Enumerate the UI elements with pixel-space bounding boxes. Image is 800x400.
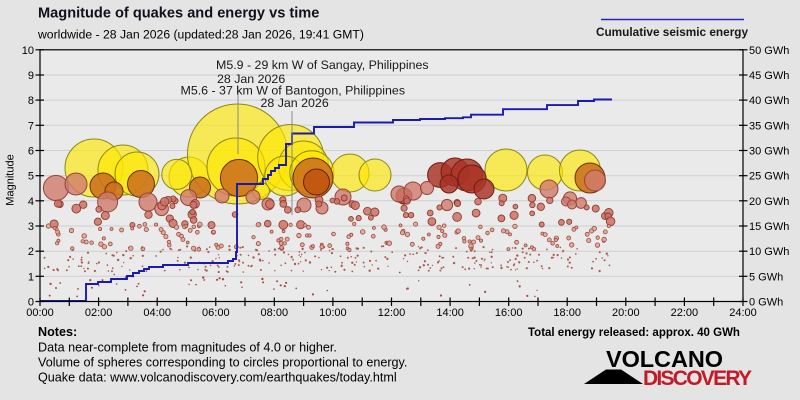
svg-text:02:00: 02:00: [85, 307, 113, 319]
svg-text:22:00: 22:00: [671, 307, 699, 319]
svg-text:35 GWh: 35 GWh: [749, 120, 789, 132]
svg-text:6: 6: [28, 146, 34, 158]
svg-text:06:00: 06:00: [202, 307, 230, 319]
svg-text:M5.6 - 37 km W of Bantogon, Ph: M5.6 - 37 km W of Bantogon, Philippines: [181, 84, 406, 98]
svg-text:7: 7: [28, 120, 34, 132]
svg-text:10 GWh: 10 GWh: [749, 246, 789, 258]
svg-text:Cumulative seismic energy: Cumulative seismic energy: [596, 25, 749, 39]
svg-text:20 GWh: 20 GWh: [749, 196, 789, 208]
svg-text:M5.9 - 29 km W of Sangay, Phil: M5.9 - 29 km W of Sangay, Philippines: [216, 58, 429, 72]
svg-text:worldwide - 28 Jan 2026 (updat: worldwide - 28 Jan 2026 (updated:28 Jan …: [37, 28, 364, 42]
svg-text:2: 2: [28, 246, 34, 258]
svg-text:10: 10: [22, 45, 34, 57]
svg-text:12:00: 12:00: [378, 307, 406, 319]
svg-text:04:00: 04:00: [143, 307, 171, 319]
svg-text:5 GWh: 5 GWh: [749, 271, 783, 283]
svg-text:5: 5: [28, 171, 34, 183]
svg-text:24:00: 24:00: [729, 307, 757, 319]
svg-text:15 GWh: 15 GWh: [749, 221, 789, 233]
svg-text:Magnitude: Magnitude: [5, 154, 17, 205]
svg-text:16:00: 16:00: [495, 307, 523, 319]
svg-text:14:00: 14:00: [436, 307, 464, 319]
svg-text:28 Jan 2026: 28 Jan 2026: [217, 72, 285, 86]
svg-text:20:00: 20:00: [612, 307, 640, 319]
svg-text:30 GWh: 30 GWh: [749, 146, 789, 158]
svg-text:50 GWh: 50 GWh: [749, 45, 789, 57]
svg-text:8: 8: [28, 95, 34, 107]
svg-text:0 GWh: 0 GWh: [749, 297, 783, 309]
svg-text:0: 0: [28, 297, 34, 309]
svg-text:Magnitude of quakes and energy: Magnitude of quakes and energy vs time: [38, 6, 319, 22]
svg-text:18:00: 18:00: [553, 307, 581, 319]
svg-text:Total energy released: approx.: Total energy released: approx. 40 GWh: [528, 327, 740, 339]
svg-text:40 GWh: 40 GWh: [749, 95, 789, 107]
svg-text:1: 1: [28, 271, 34, 283]
svg-text:Volume of spheres correspondin: Volume of spheres corresponding to circl…: [38, 356, 407, 370]
svg-text:4: 4: [28, 196, 34, 208]
svg-text:25 GWh: 25 GWh: [749, 171, 789, 183]
svg-text:10:00: 10:00: [319, 307, 347, 319]
svg-text:45 GWh: 45 GWh: [749, 70, 789, 82]
svg-text:DISCOVERY: DISCOVERY: [643, 367, 752, 390]
svg-text:00:00: 00:00: [26, 307, 54, 319]
svg-text:VOLCANO: VOLCANO: [606, 346, 723, 372]
svg-text:3: 3: [28, 221, 34, 233]
svg-text:9: 9: [28, 70, 34, 82]
svg-text:08:00: 08:00: [261, 307, 289, 319]
svg-text:28 Jan 2026: 28 Jan 2026: [261, 96, 329, 110]
svg-text:Notes:: Notes:: [38, 325, 77, 339]
svg-text:Data near-complete from magnit: Data near-complete from magnitudes of 4.…: [38, 341, 337, 355]
svg-text:Quake data: www.volcanodiscove: Quake data: www.volcanodiscovery.com/ear…: [38, 371, 397, 385]
